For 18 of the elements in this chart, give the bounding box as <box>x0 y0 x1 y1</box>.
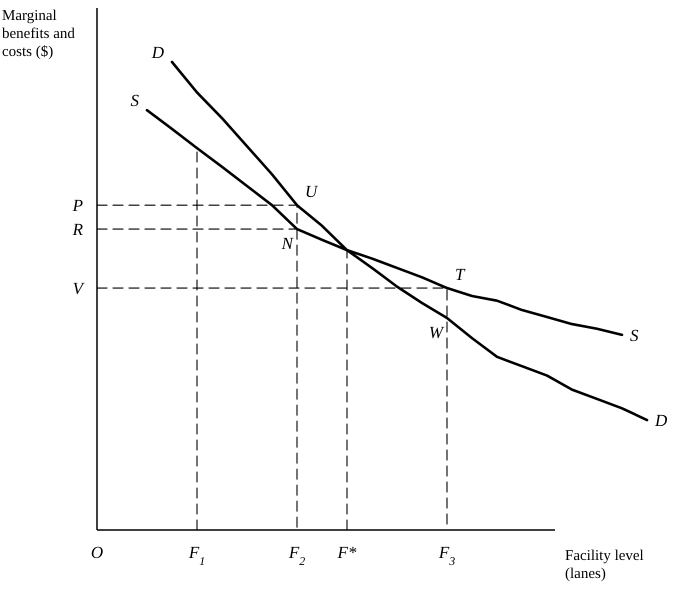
x-tick-label: F$_{3}$ <box>438 543 456 568</box>
text: S <box>630 326 638 345</box>
annotation: T <box>455 265 466 284</box>
annotation: W <box>428 322 445 342</box>
series-label: S <box>130 91 140 110</box>
annotation: N <box>280 234 295 254</box>
x-tick-label: F* <box>336 543 357 562</box>
annotation: U <box>305 182 319 202</box>
x-tick-label: O <box>90 543 104 562</box>
x-tick-label: F$_{2}$ <box>288 543 306 568</box>
annotation: R <box>72 220 84 240</box>
x-tick-label: F$_{1}$ <box>188 543 206 568</box>
x-axis-title: Facility level (lanes) <box>565 548 644 582</box>
y-axis-title: Marginal benefits and costs ($) <box>2 8 76 60</box>
series-label: D <box>150 43 165 62</box>
text: D <box>655 411 668 430</box>
annotation: P <box>72 196 83 216</box>
annotation: V <box>72 278 86 298</box>
